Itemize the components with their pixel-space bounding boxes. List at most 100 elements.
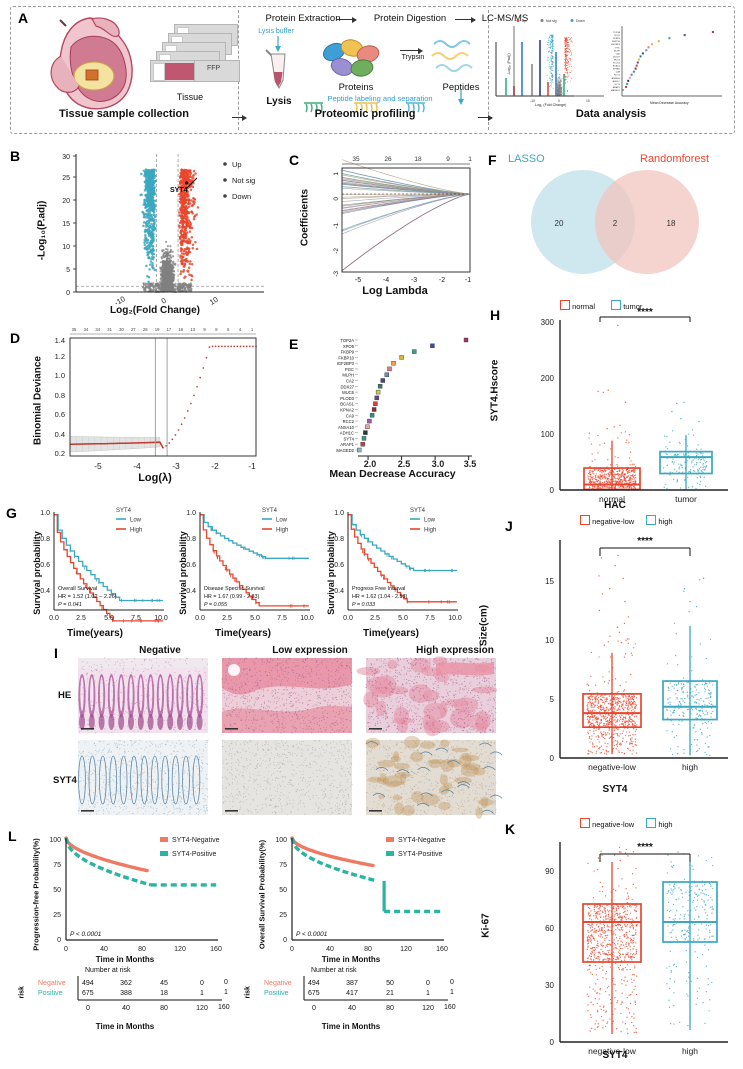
svg-text:5.0: 5.0 — [250, 615, 260, 622]
arrow-extraction-digestion — [336, 16, 357, 23]
svg-text:0.4: 0.4 — [55, 430, 65, 439]
panel-e-importance: TOP2AXPO5FKBP9FKBP10IGF2BP3PGCMLPHCA2DDX… — [336, 337, 476, 469]
svg-text:RCC2: RCC2 — [614, 75, 621, 77]
svg-text:BCAS1: BCAS1 — [613, 65, 621, 68]
svg-text:0.8: 0.8 — [55, 391, 65, 400]
svg-text:7.5: 7.5 — [131, 615, 141, 622]
svg-text:DDX27: DDX27 — [341, 384, 355, 389]
svg-text:IGF2BP3: IGF2BP3 — [337, 361, 355, 366]
svg-text:0.2: 0.2 — [55, 449, 65, 458]
legend-label-neg-low-k: negative-low — [592, 820, 635, 829]
svg-text:-5: -5 — [355, 277, 361, 284]
svg-text:MUC6: MUC6 — [614, 60, 621, 62]
panel-a-letter: A — [18, 10, 29, 26]
down-arrow-icon — [458, 90, 464, 105]
panel-i-row-1: HE — [58, 690, 72, 701]
svg-text:34: 34 — [95, 327, 100, 332]
svg-text:35: 35 — [72, 327, 77, 332]
panel-g-km-2: 1.0 0.8 0.6 0.4 0.0 2.5 5.0 7.5 10.0 SYT… — [186, 508, 314, 622]
panel-g-ylabel-3: Survival probability — [326, 531, 336, 615]
svg-text:1.0: 1.0 — [40, 510, 50, 517]
svg-text:DDX27: DDX27 — [613, 56, 621, 58]
panel-l-left-risk-table: Negative Positive 494 362 45 0 675 388 18 1 … — [38, 976, 222, 1012]
svg-text:FKBP9: FKBP9 — [341, 350, 355, 355]
svg-text:2.5: 2.5 — [76, 615, 86, 622]
panel-c-letter: C — [289, 152, 300, 168]
svg-text:6: 6 — [227, 327, 230, 332]
panel-k-ylabel: Ki-67 — [480, 913, 492, 938]
panel-k-letter: K — [505, 821, 516, 837]
panel-k-xlabel: SYT4 — [602, 1050, 628, 1061]
panel-l-right-ylabel: Overall Survival Probability(%) — [257, 839, 267, 950]
svg-text:PLOD3: PLOD3 — [340, 396, 354, 401]
svg-text:SYT4: SYT4 — [615, 84, 621, 86]
legend-swatch-high-j — [646, 515, 657, 525]
svg-text:2.5: 2.5 — [370, 615, 380, 622]
svg-text:KPNA2: KPNA2 — [340, 408, 354, 413]
svg-text:20: 20 — [62, 198, 70, 205]
svg-text:5: 5 — [66, 267, 70, 274]
protein-digestion-label: Protein Digestion — [373, 13, 447, 24]
os-legend-neg: SYT4-Negative — [398, 837, 446, 844]
peptides-icon — [431, 40, 473, 72]
panel-b-xlabel: Log₂(Fold Change) — [110, 305, 200, 316]
venn-left-count: 20 — [555, 219, 564, 228]
km1-p: P = 0.041 — [58, 602, 82, 608]
svg-text:0.8: 0.8 — [40, 536, 50, 543]
panel-b-volcano: 0 5 10 15 20 25 30 -10 0 10 Up Not sig D… — [62, 154, 264, 307]
svg-text:Up: Up — [522, 19, 526, 23]
svg-text:SYT4: SYT4 — [344, 436, 355, 441]
svg-text:31: 31 — [107, 327, 112, 332]
svg-text:15: 15 — [62, 221, 70, 228]
svg-text:0.0: 0.0 — [49, 615, 59, 622]
svg-text:Not sig: Not sig — [546, 19, 557, 23]
svg-text:0.4: 0.4 — [40, 588, 50, 595]
ihc-image-high — [365, 735, 503, 819]
svg-text:KPNA2: KPNA2 — [613, 68, 621, 71]
km3-endpoint: Progress Free Interval — [352, 586, 405, 592]
panel-j-xlabel: SYT4 — [602, 784, 628, 795]
svg-text:XPO5: XPO5 — [343, 344, 355, 349]
he-image-low — [221, 657, 353, 734]
panel-l-left-risk-title: Number at risk — [85, 967, 131, 974]
svg-text:SYT4: SYT4 — [170, 187, 188, 194]
risk-extra-pos-l: 1 — [224, 989, 228, 996]
svg-text:tumor: tumor — [675, 494, 697, 504]
svg-text:8: 8 — [215, 327, 218, 332]
stomach-illustration — [50, 17, 133, 110]
lysis-buffer-label: Lysis buffer — [258, 28, 294, 35]
proteins-icon — [323, 39, 380, 77]
risk-extra-pos-r: 1 — [450, 989, 454, 996]
svg-text:Low: Low — [276, 518, 288, 524]
svg-text:3.0: 3.0 — [432, 459, 445, 469]
legend-swatch-normal — [560, 300, 570, 310]
panel-c-xlabel: Log Lambda — [362, 285, 428, 297]
labeled-peptides-icon — [304, 102, 425, 113]
panel-a-workflow — [10, 6, 735, 134]
svg-text:ANXA10: ANXA10 — [612, 77, 621, 80]
svg-text:FKBP9: FKBP9 — [613, 38, 621, 40]
panel-h-legend: normal tumor — [560, 300, 735, 311]
svg-text:0: 0 — [550, 486, 555, 495]
svg-text:1.2: 1.2 — [55, 352, 65, 361]
legend-label-high-j: high — [658, 517, 673, 526]
svg-text:ADH1C: ADH1C — [340, 431, 354, 436]
km2-endpoint: Disease Specific Survival — [204, 586, 265, 592]
panel-l-right-xlabel-bottom: Time in Months — [321, 1022, 381, 1031]
svg-text:TOP2A: TOP2A — [340, 338, 354, 343]
svg-text:-10: -10 — [530, 99, 535, 103]
legend-label-normal: normal — [572, 302, 596, 311]
lcmsms-label: LC-MS/MS — [481, 13, 529, 24]
svg-text:-4: -4 — [383, 277, 389, 284]
svg-text:19: 19 — [155, 327, 160, 332]
panel-b-letter: B — [10, 148, 21, 164]
svg-text:26: 26 — [143, 327, 148, 332]
svg-text:IGF2BP3: IGF2BP3 — [611, 44, 621, 46]
data-analysis-thumbnails: TOP2AXPO5FKBP9FKBP10IGF2BP3PGCMLPHCA2DDX… — [507, 19, 722, 107]
svg-text:0: 0 — [160, 296, 168, 306]
svg-text:1.0: 1.0 — [55, 371, 65, 380]
stage3-caption: Data analysis — [575, 108, 647, 120]
svg-text:-5: -5 — [94, 461, 102, 471]
svg-text:-2: -2 — [211, 461, 219, 471]
panel-b-ylabel: -Log₁₀(P.adj) — [36, 200, 48, 261]
